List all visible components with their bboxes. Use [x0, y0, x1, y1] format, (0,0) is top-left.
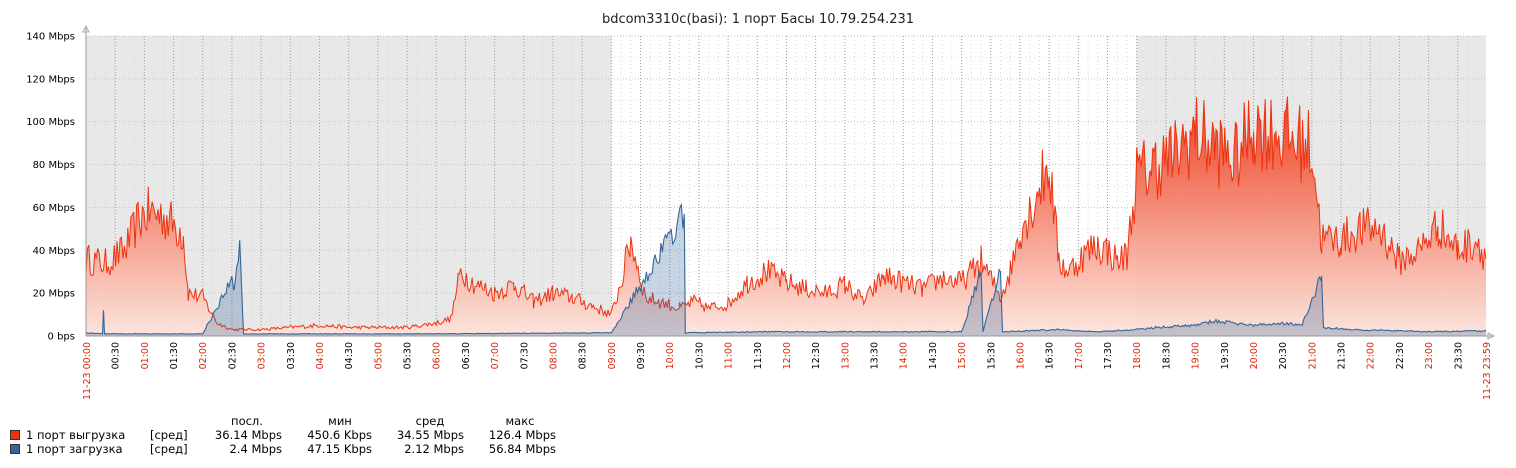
x-tick-label: 05:30	[403, 342, 414, 369]
x-tick-label: 19:00	[1191, 342, 1202, 369]
x-tick-label: 11:30	[753, 342, 764, 369]
x-tick-label: 22:30	[1395, 342, 1406, 369]
series-avg: 34.55 Mbps	[396, 428, 464, 442]
x-tick-label: 20:00	[1249, 342, 1260, 369]
header-max: макс	[505, 414, 535, 428]
x-tick-label: 01:00	[140, 342, 151, 369]
y-tick-label: 120 Mbps	[26, 74, 75, 85]
x-tick-label: 13:30	[870, 342, 881, 369]
x-tick-label: 14:30	[928, 342, 939, 369]
axes	[82, 24, 1496, 340]
series-max: 56.84 Mbps	[488, 442, 556, 456]
y-tick-label: 40 Mbps	[33, 246, 75, 257]
x-tick-label: 02:30	[227, 342, 238, 369]
x-tick-label: 21:30	[1337, 342, 1348, 369]
y-axis-arrow	[82, 24, 90, 33]
x-tick-label: 10:30	[694, 342, 705, 369]
header-min: мин	[328, 414, 352, 428]
upload-color-swatch	[10, 430, 20, 440]
x-axis-ticks: 00:30 01:00 01:30 02:00 02:30 03:00 03:30 04:00…	[82, 342, 1493, 400]
series-download	[85, 202, 1487, 336]
x-tick-label: 06:30	[461, 342, 472, 369]
x-tick-label: 06:00	[432, 342, 443, 369]
x-axis-arrow	[1487, 332, 1496, 340]
series-aggregate: [сред]	[150, 428, 188, 442]
x-tick-label: 04:00	[315, 342, 326, 369]
x-tick-label: 12:30	[811, 342, 822, 369]
x-tick-label: 03:00	[257, 342, 268, 369]
x-tick-label: 03:30	[286, 342, 297, 369]
x-tick-label: 05:00	[373, 342, 384, 369]
y-axis-ticks: 0 bps 20 Mbps 40 Mbps 60 Mbps 80 Mbps 100 Mbp…	[26, 32, 75, 343]
x-tick-label: 11:00	[724, 342, 735, 369]
series-last: 2.4 Mbps	[229, 442, 282, 456]
x-tick-label: 18:00	[1132, 342, 1143, 369]
x-tick-label: 13:00	[840, 342, 851, 369]
x-tick-label: 17:00	[1074, 342, 1085, 369]
x-tick-label: 16:00	[1015, 342, 1026, 369]
x-tick-label: 15:30	[986, 342, 997, 369]
series-min: 450.6 Kbps	[307, 428, 372, 442]
x-tick-label: 08:30	[578, 342, 589, 369]
x-tick-label: 14:00	[899, 342, 910, 369]
x-tick-label: 02:00	[198, 342, 209, 369]
x-tick-label: 19:30	[1220, 342, 1231, 369]
x-tick-label: 16:30	[1045, 342, 1056, 369]
x-tick-label: 00:30	[111, 342, 122, 369]
x-start-label: 11-23 00:00	[82, 342, 93, 400]
series-last: 36.14 Mbps	[214, 428, 282, 442]
y-tick-label: 20 Mbps	[33, 289, 75, 300]
series-aggregate: [сред]	[150, 442, 188, 456]
x-tick-label: 09:00	[607, 342, 618, 369]
series-layer	[85, 96, 1487, 336]
download-area	[86, 204, 1486, 336]
x-tick-label: 17:30	[1103, 342, 1114, 369]
download-color-swatch	[10, 444, 20, 454]
series-max: 126.4 Mbps	[488, 428, 556, 442]
y-tick-label: 0 bps	[48, 332, 75, 343]
x-tick-label: 18:30	[1161, 342, 1172, 369]
header-avg: сред	[415, 414, 445, 428]
x-tick-label: 07:30	[519, 342, 530, 369]
y-tick-label: 100 Mbps	[26, 117, 75, 128]
x-end-label: 11-23 23:59	[1482, 342, 1493, 400]
upload-line	[85, 96, 1487, 332]
x-tick-label: 23:30	[1453, 342, 1464, 369]
x-tick-label: 12:00	[782, 342, 793, 369]
x-tick-label: 21:00	[1307, 342, 1318, 369]
series-min: 47.15 Kbps	[307, 442, 372, 456]
series-avg: 2.12 Mbps	[404, 442, 464, 456]
header-last: посл.	[231, 414, 263, 428]
x-tick-label: 08:00	[548, 342, 559, 369]
download-line	[85, 202, 1487, 335]
y-tick-label: 140 Mbps	[26, 32, 75, 43]
y-tick-label: 60 Mbps	[33, 203, 75, 214]
series-name: 1 порт выгрузка	[26, 428, 126, 442]
chart-title: bdcom3310c(basi): 1 порт Басы 10.79.254.…	[602, 12, 914, 27]
traffic-chart: bdcom3310c(basi): 1 порт Басы 10.79.254.…	[26, 12, 1496, 400]
x-tick-label: 10:00	[665, 342, 676, 369]
x-tick-label: 01:30	[169, 342, 180, 369]
x-tick-label: 23:00	[1424, 342, 1435, 369]
y-tick-label: 80 Mbps	[33, 160, 75, 171]
series-name: 1 порт загрузка	[26, 442, 123, 456]
x-tick-label: 04:30	[344, 342, 355, 369]
x-tick-label: 20:30	[1278, 342, 1289, 369]
x-tick-label: 22:00	[1366, 342, 1377, 369]
series-upload	[85, 96, 1487, 336]
x-tick-label: 09:30	[636, 342, 647, 369]
x-tick-label: 15:00	[957, 342, 968, 369]
upload-area	[86, 96, 1486, 336]
x-tick-label: 07:00	[490, 342, 501, 369]
